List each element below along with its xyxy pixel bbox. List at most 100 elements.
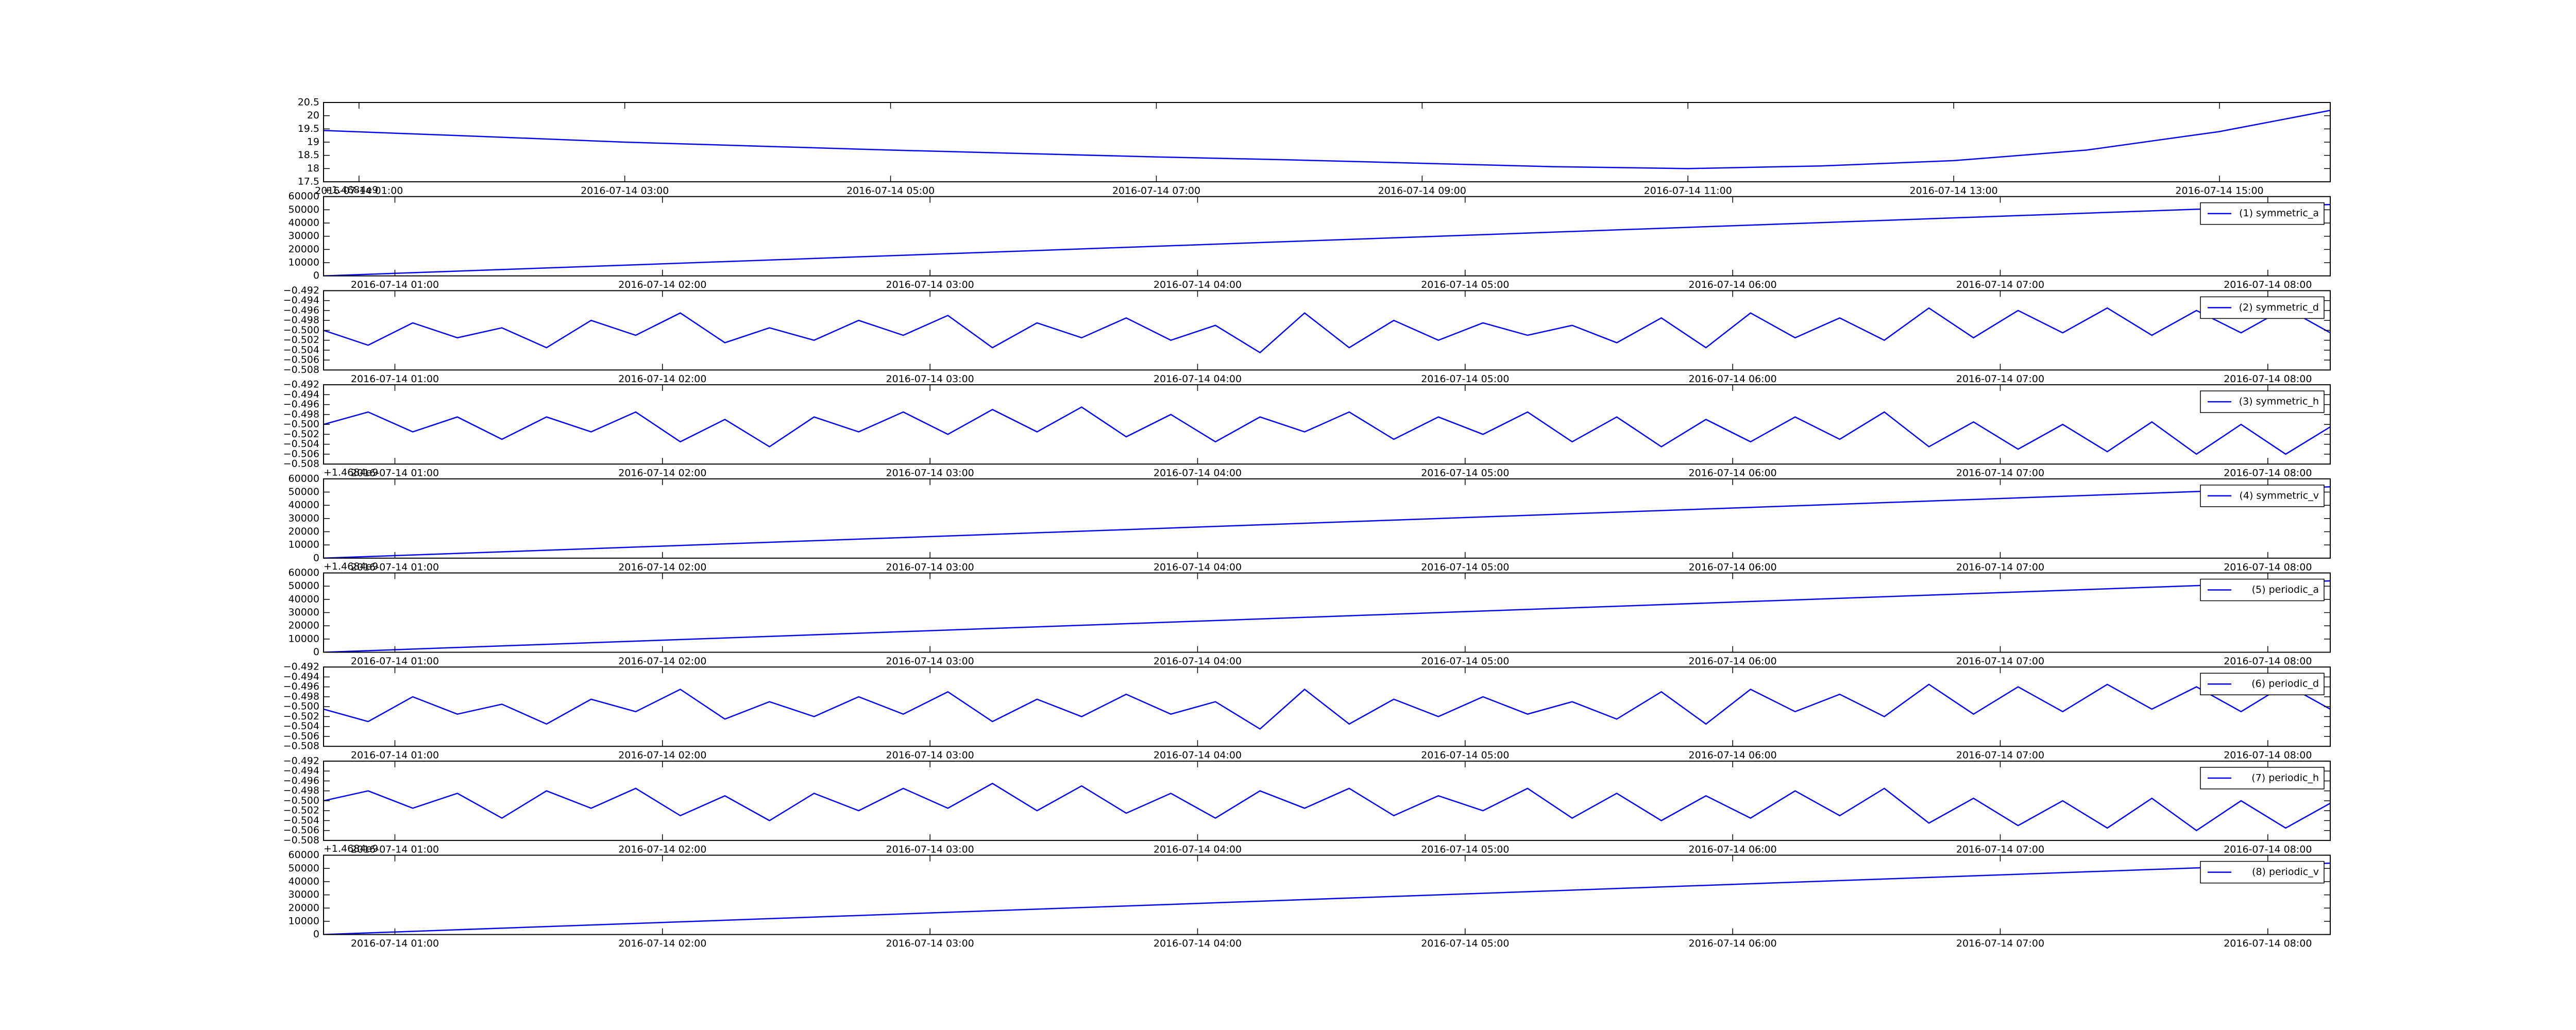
x-tick-label: 2016-07-14 02:00: [618, 373, 706, 385]
x-tick-label: 2016-07-14 02:00: [618, 561, 706, 573]
y-tick-label: 10000: [289, 257, 319, 268]
x-tick-label: 2016-07-14 08:00: [2224, 938, 2312, 949]
y-tick-label: 20000: [289, 902, 319, 914]
y-tick-label: 60000: [289, 849, 319, 861]
x-tick-label: 2016-07-14 03:00: [886, 750, 974, 761]
y-tick-label: 19.5: [298, 123, 319, 134]
x-tick-label: 2016-07-14 06:00: [1689, 468, 1777, 479]
x-tick-label: 2016-07-14 02:00: [618, 279, 706, 290]
x-tick-label: 2016-07-14 03:00: [886, 938, 974, 949]
plot-area: [324, 196, 2330, 276]
y-tick-label: 10000: [289, 539, 319, 551]
x-tick-label: 2016-07-14 04:00: [1154, 561, 1242, 573]
x-tick-label: 2016-07-14 03:00: [886, 656, 974, 667]
y-tick-label: 0: [313, 552, 319, 563]
y-tick-label: 50000: [289, 486, 319, 497]
y-tick-label: −0.492: [283, 379, 319, 390]
axes-frame: [323, 290, 2331, 371]
y-tick-label: 30000: [289, 512, 319, 524]
x-tick-label: 2016-07-14 03:00: [886, 373, 974, 385]
x-tick-label: 2016-07-14 08:00: [2224, 656, 2312, 667]
x-tick-label: 2016-07-14 08:00: [2224, 750, 2312, 761]
plot-area: [324, 102, 2330, 182]
x-tick-label: 2016-07-14 08:00: [2224, 561, 2312, 573]
y-tick-label: 20000: [289, 620, 319, 631]
y-tick-label: −0.502: [283, 428, 319, 440]
legend-label: (8) periodic_v: [2252, 866, 2319, 878]
data-line: [324, 862, 2330, 935]
x-tick-label: 2016-07-14 07:00: [1956, 938, 2044, 949]
y-tick-label: −0.508: [283, 364, 319, 375]
y-tick-label: −0.500: [283, 701, 319, 712]
x-tick-label: 2016-07-14 06:00: [1689, 561, 1777, 573]
legend-label: (1) symmetric_a: [2239, 208, 2319, 219]
x-tick-label: 2016-07-14 05:00: [846, 185, 935, 197]
data-line: [324, 580, 2330, 653]
y-tick-label: −0.496: [283, 681, 319, 692]
plot-area: [324, 478, 2330, 558]
x-tick-label: 2016-07-14 05:00: [1421, 561, 1509, 573]
y-offset-label: +1.4684e9: [324, 467, 378, 478]
y-tick-label: 40000: [289, 217, 319, 229]
x-tick-label: 2016-07-14 02:00: [618, 656, 706, 667]
y-tick-label: 20000: [289, 526, 319, 537]
x-tick-label: 2016-07-14 03:00: [886, 279, 974, 290]
y-tick-label: −0.498: [283, 315, 319, 326]
x-tick-label: 2016-07-14 06:00: [1689, 750, 1777, 761]
data-line: [324, 782, 2330, 832]
y-tick-label: −0.502: [283, 805, 319, 816]
y-tick-label: −0.494: [283, 765, 319, 777]
legend-label: (7) periodic_h: [2251, 772, 2319, 783]
x-tick-label: 2016-07-14 02:00: [618, 750, 706, 761]
axes-frame: [323, 666, 2331, 747]
axes-frame: [323, 760, 2331, 841]
data-line: [324, 406, 2330, 455]
y-tick-label: −0.506: [283, 825, 319, 836]
x-tick-label: 2016-07-14 06:00: [1689, 844, 1777, 855]
data-line: [324, 486, 2330, 558]
y-tick-label: 19: [307, 136, 319, 148]
axes-frame: [323, 854, 2331, 935]
x-tick-label: 2016-07-14 06:00: [1689, 279, 1777, 290]
y-tick-label: −0.494: [283, 295, 319, 306]
y-tick-label: −0.504: [283, 438, 319, 450]
x-tick-label: 2016-07-14 05:00: [1421, 279, 1509, 290]
y-tick-label: −0.508: [283, 458, 319, 470]
y-tick-label: 60000: [289, 567, 319, 578]
x-tick-label: 2016-07-14 05:00: [1421, 373, 1509, 385]
y-tick-label: −0.502: [283, 711, 319, 722]
x-tick-label: 2016-07-14 06:00: [1689, 373, 1777, 385]
y-tick-label: −0.502: [283, 334, 319, 346]
y-tick-label: 0: [313, 929, 319, 940]
y-tick-label: 30000: [289, 607, 319, 618]
plot-area: [324, 761, 2330, 840]
x-tick-label: 2016-07-14 07:00: [1956, 468, 2044, 479]
y-tick-label: 50000: [289, 204, 319, 215]
axes-frame: [323, 196, 2331, 277]
y-tick-label: 30000: [289, 230, 319, 242]
y-tick-label: −0.498: [283, 785, 319, 796]
y-tick-label: −0.500: [283, 419, 319, 430]
y-tick-label: −0.496: [283, 304, 319, 316]
legend-label: (5) periodic_a: [2252, 584, 2319, 595]
y-tick-label: −0.504: [283, 720, 319, 732]
x-tick-label: 2016-07-14 03:00: [581, 185, 669, 197]
x-tick-label: 2016-07-14 02:00: [618, 938, 706, 949]
x-tick-label: 2016-07-14 11:00: [1644, 185, 1732, 197]
y-tick-label: −0.504: [283, 344, 319, 355]
x-tick-label: 2016-07-14 07:00: [1956, 373, 2044, 385]
x-tick-label: 2016-07-14 04:00: [1154, 656, 1242, 667]
x-tick-label: 2016-07-14 06:00: [1689, 938, 1777, 949]
x-tick-label: 2016-07-14 04:00: [1154, 373, 1242, 385]
x-tick-label: 2016-07-14 08:00: [2224, 468, 2312, 479]
x-tick-label: 2016-07-14 07:00: [1956, 656, 2044, 667]
legend-box: [2200, 861, 2325, 884]
legend-label: (4) symmetric_v: [2239, 490, 2319, 501]
y-tick-label: 60000: [289, 473, 319, 484]
y-tick-label: 40000: [289, 876, 319, 887]
y-tick-label: 18.5: [298, 149, 319, 161]
axes-frame: [323, 478, 2331, 559]
plot-area: [324, 573, 2330, 653]
y-tick-label: −0.506: [283, 448, 319, 459]
